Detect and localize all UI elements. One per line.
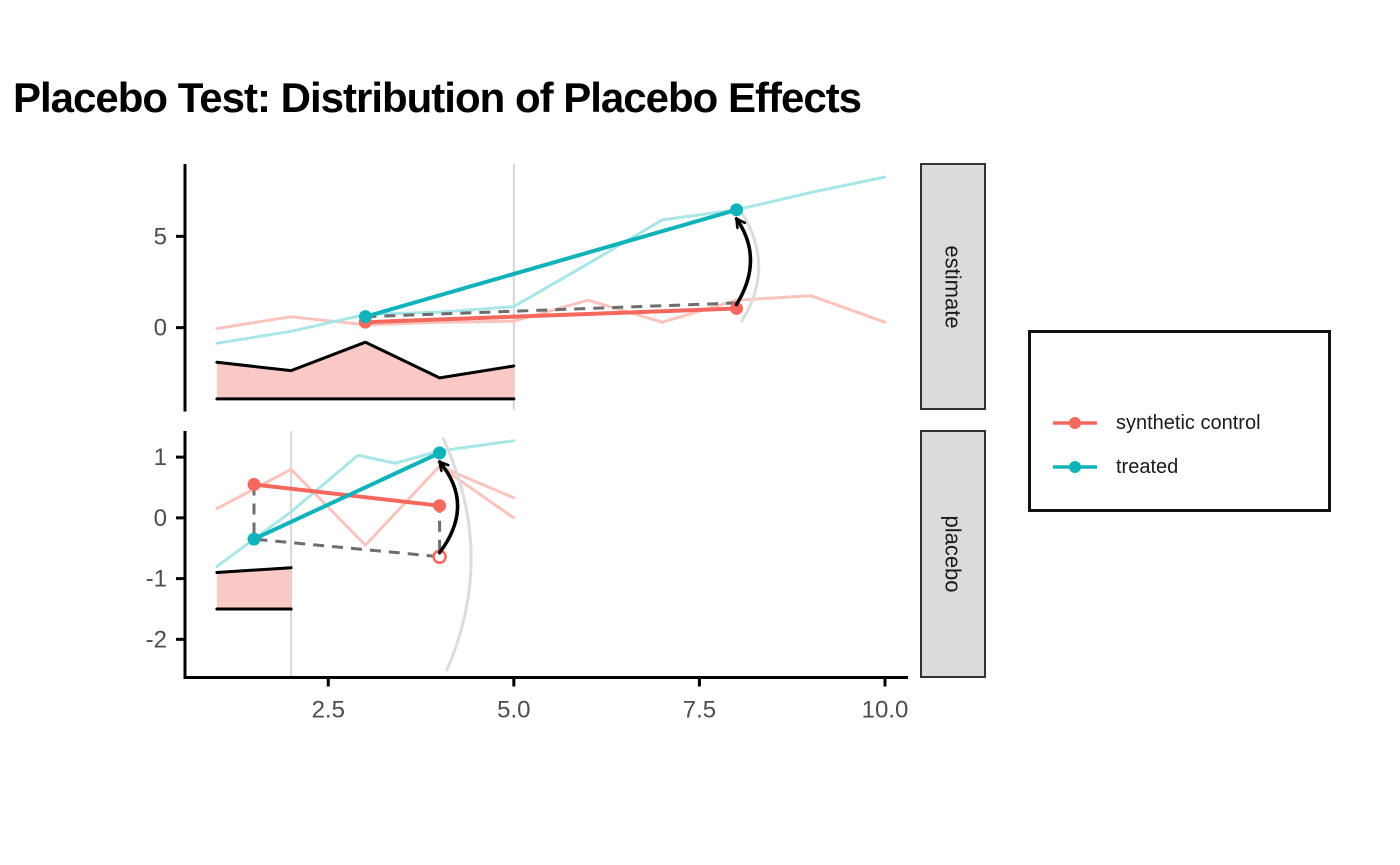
series-raw-control bbox=[215, 294, 887, 330]
facet-panel-estimate: 50 bbox=[154, 164, 887, 412]
series-raw-treated bbox=[215, 175, 887, 345]
treated-point bbox=[433, 446, 447, 460]
counterfactual-dashed-line bbox=[252, 484, 442, 559]
legend-key-treated-icon bbox=[1053, 461, 1097, 473]
legend-label-treated: treated bbox=[1116, 455, 1179, 478]
x-axis: 2.5 5.0 7.5 10.0 bbox=[183, 676, 909, 724]
series-raw-control2 bbox=[438, 464, 516, 520]
synthetic-control-point bbox=[730, 301, 744, 315]
facet-strip-estimate-label: estimate bbox=[941, 244, 966, 329]
legend-entry-synthetic-control: synthetic control bbox=[1052, 408, 1261, 438]
y-axis-tick-label: 5 bbox=[154, 223, 167, 250]
series-raw-control bbox=[215, 464, 516, 547]
x-axis-tick-label: 10.0 bbox=[862, 697, 909, 724]
y-axis-tick-label: -1 bbox=[146, 566, 167, 593]
facet-panel-placebo: 1 0 -1 -2 bbox=[146, 431, 516, 679]
synthetic-control-point bbox=[247, 477, 261, 491]
treated-point bbox=[358, 310, 372, 324]
counterfactual-dashed-line bbox=[365, 301, 737, 319]
facet-strip-estimate: estimate bbox=[920, 163, 986, 410]
treated-line bbox=[252, 450, 442, 542]
legend-key-synthetic-control-icon bbox=[1053, 417, 1097, 429]
chart-title: Placebo Test: Distribution of Placebo Ef… bbox=[13, 74, 862, 121]
density-top-outline bbox=[215, 566, 293, 574]
effect-arrow bbox=[437, 460, 460, 555]
x-axis-tick-label: 5.0 bbox=[497, 697, 530, 724]
legend-label-synthetic-control: synthetic control bbox=[1116, 411, 1261, 434]
y-axis-tick-label: 0 bbox=[154, 315, 167, 342]
synthetic-control-line bbox=[363, 306, 739, 325]
density-region bbox=[216, 342, 514, 399]
density-region bbox=[216, 567, 292, 609]
legend-entry-treated: treated bbox=[1052, 452, 1178, 482]
synthetic-control-point bbox=[433, 499, 447, 513]
y-axis-tick-label: -2 bbox=[146, 626, 167, 653]
facet-strip-placebo-label: placebo bbox=[941, 515, 967, 593]
facet-strip-placebo: placebo bbox=[920, 430, 986, 678]
treated-line bbox=[363, 207, 739, 319]
ghost-arrow bbox=[740, 211, 761, 323]
effect-arrow bbox=[734, 217, 753, 307]
legend-box: synthetic control treated bbox=[1028, 330, 1331, 512]
legend-key-dot bbox=[1069, 461, 1081, 473]
x-axis-tick-label: 2.5 bbox=[312, 697, 345, 724]
y-axis-tick-label: 1 bbox=[154, 444, 167, 471]
x-axis-tick-label: 7.5 bbox=[683, 697, 716, 724]
series-raw-treated bbox=[215, 439, 516, 568]
ghost-arrow bbox=[441, 437, 473, 672]
y-axis-tick-label: 0 bbox=[154, 505, 167, 532]
treated-point bbox=[247, 532, 261, 546]
density-top-outline bbox=[215, 340, 516, 380]
treated-point bbox=[730, 203, 744, 217]
legend-key-dot bbox=[1069, 417, 1081, 429]
